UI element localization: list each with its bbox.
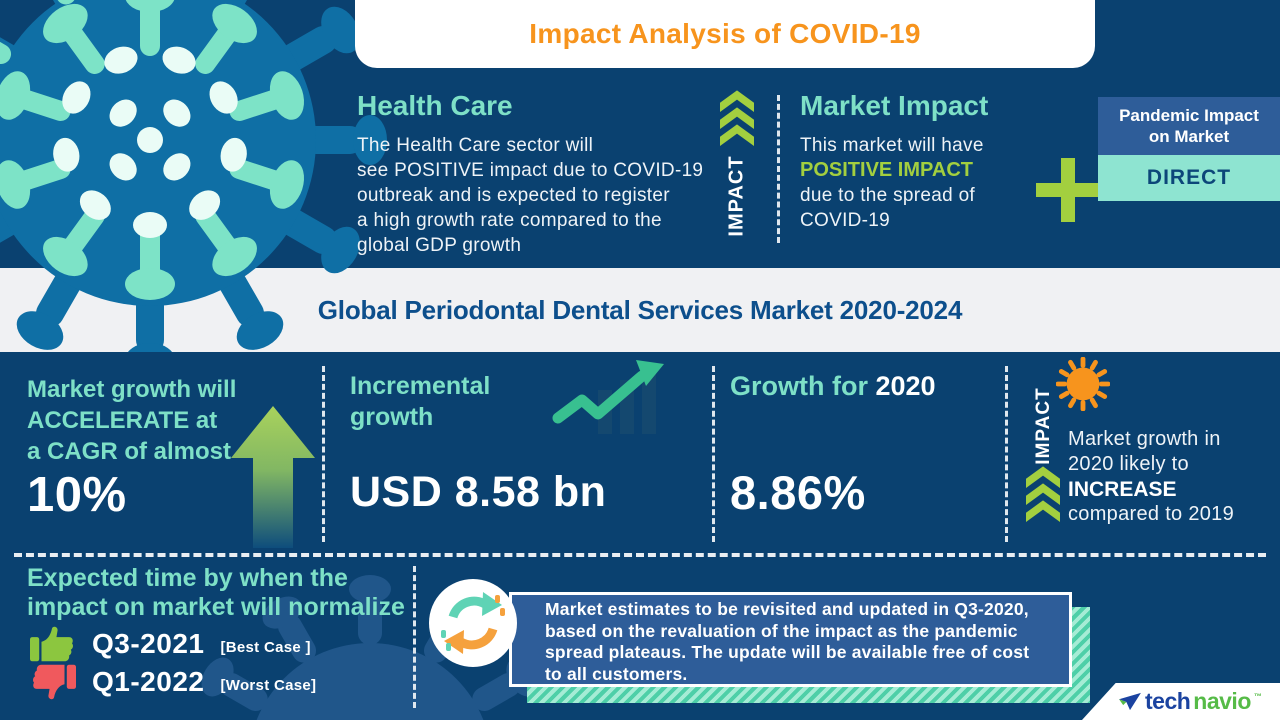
note-line: spread plateaus. The update will be avai…: [545, 642, 1030, 662]
pandemic-impact-label: Pandemic Impact on Market: [1098, 97, 1280, 155]
worst-case-row: Q1-2022 [Worst Case]: [30, 662, 316, 702]
impact2020-line: compared to 2019: [1068, 503, 1235, 525]
paper-plane-icon: [1119, 692, 1141, 710]
normalize-heading: Expected time by when the impact on mark…: [27, 564, 405, 622]
impact-vertical-label: IMPACT: [725, 155, 748, 237]
incremental-heading-line: growth: [350, 403, 434, 431]
impact2020-line: 2020 likely to: [1068, 453, 1189, 475]
refresh-icon: [429, 579, 517, 667]
healthcare-body-line: see POSITIVE impact due to COVID-19: [357, 160, 704, 181]
best-case-label: [Best Case ]: [220, 638, 311, 656]
worst-case-value: Q1-2022: [92, 666, 205, 697]
impact2020-block: Market growth in 2020 likely to INCREASE…: [1068, 427, 1234, 527]
healthcare-body-line: The Health Care sector will: [357, 135, 594, 156]
logo-text-navio: navio: [1193, 688, 1251, 714]
growth2020-value: 8.86%: [730, 466, 866, 519]
banner: Impact Analysis of COVID-19: [355, 0, 1095, 68]
note-line: to all customers.: [545, 663, 688, 684]
virus-silhouette: [194, 575, 546, 720]
healthcare-body-line: global GDP growth: [357, 235, 522, 256]
logo-trademark: ™: [1253, 692, 1262, 701]
pandemic-impact-box: Pandemic Impact on Market DIRECT: [1098, 97, 1280, 201]
incremental-block: Incremental growth: [350, 371, 490, 433]
note-line: Market estimates to be revisited and upd…: [545, 599, 1029, 619]
note-box: [509, 592, 1072, 687]
section-divider: [777, 95, 780, 243]
cagr-block: Market growth will ACCELERATE at a CAGR …: [27, 374, 236, 467]
section-dashed-separator: [14, 553, 1266, 557]
growth2020-year: 2020: [875, 371, 936, 401]
technavio-logo[interactable]: tech navio ™: [1118, 688, 1262, 715]
normalize-heading-line: Expected time by when the: [27, 564, 348, 592]
thumbs-down-icon: [33, 664, 76, 700]
market-impact-heading: Market Impact: [800, 90, 989, 121]
cagr-heading-line: a CAGR of almost: [27, 438, 232, 465]
note-text: Market estimates to be revisited and upd…: [545, 599, 1029, 685]
pandemic-impact-value: DIRECT: [1098, 155, 1280, 201]
growth-arrow-icon: [231, 406, 315, 548]
healthcare-body-line: outbreak and is expected to register: [357, 185, 670, 206]
increase-highlight: INCREASE: [1068, 478, 1177, 501]
market-impact-line: due to the spread of: [800, 185, 976, 206]
banner-title: Impact Analysis of COVID-19: [529, 18, 921, 49]
impact-vertical-label-2: IMPACT: [1033, 387, 1054, 465]
cagr-value: 10%: [27, 468, 127, 522]
incremental-value: USD 8.58 bn: [350, 468, 607, 516]
cagr-heading-line: ACCELERATE at: [27, 407, 218, 434]
growth2020-label: Growth for: [730, 371, 868, 401]
logo-wedge: tech navio ™: [1082, 683, 1280, 720]
covid-virus-icon: [0, 0, 387, 352]
market-impact-section: Market Impact This market will have POSI…: [800, 90, 988, 233]
stat-divider: [322, 366, 325, 542]
covid-virus-illustration: [0, 0, 430, 352]
impact-chevrons-icon: [720, 90, 754, 147]
best-case-row: Q3-2021 [Best Case ]: [30, 624, 311, 664]
market-impact-line: This market will have: [800, 135, 984, 156]
normalize-heading-line: impact on market will normalize: [27, 593, 405, 621]
incremental-heading-line: Incremental: [350, 372, 491, 400]
impact2020-line: Market growth in: [1068, 428, 1221, 450]
market-impact-line: COVID-19: [800, 210, 891, 231]
stat-divider: [712, 366, 715, 542]
healthcare-body-line: a high growth rate compared to the: [357, 210, 662, 231]
best-case-value: Q3-2021: [92, 628, 205, 659]
thumbs-up-icon: [30, 626, 73, 662]
impact-chevrons-icon-2: [1026, 466, 1060, 523]
logo-text-tech: tech: [1145, 688, 1191, 714]
positive-impact-highlight: POSITIVE IMPACT: [800, 159, 973, 181]
healthcare-section: Health Care The Health Care sector will …: [357, 90, 703, 258]
plus-icon: [1036, 158, 1100, 222]
virus-orange-icon: [1056, 357, 1110, 411]
stat-divider: [1005, 366, 1008, 542]
cagr-heading-line: Market growth will: [27, 376, 237, 403]
growth2020-block: Growth for 2020: [730, 371, 936, 402]
healthcare-heading: Health Care: [357, 90, 513, 121]
worst-case-label: [Worst Case]: [220, 676, 317, 694]
trend-up-icon: [552, 360, 664, 434]
note-line: based on the revaluation of the impact a…: [545, 620, 1018, 641]
bottom-divider: [413, 566, 416, 708]
market-title: Global Periodontal Dental Services Marke…: [317, 294, 963, 325]
